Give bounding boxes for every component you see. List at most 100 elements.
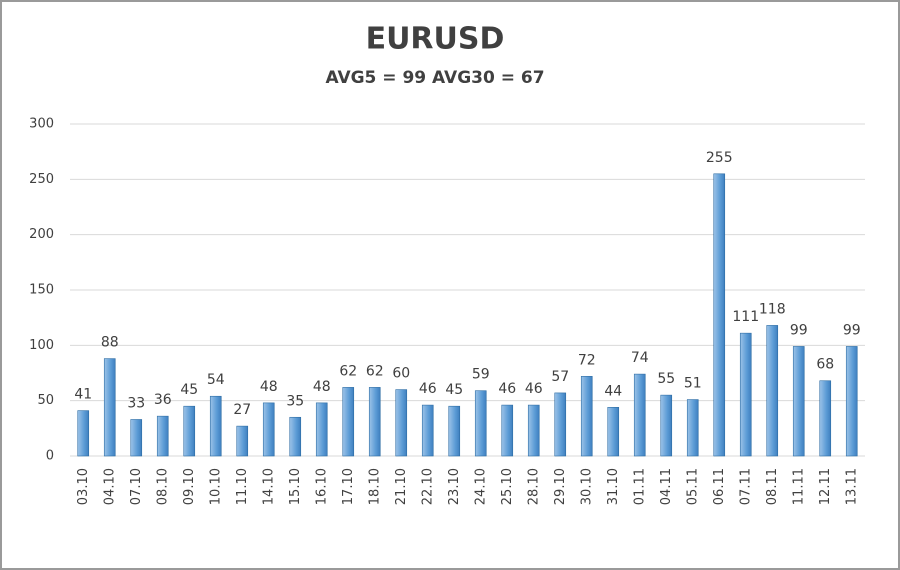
x-tick-label: 07.11 bbox=[738, 468, 753, 505]
bar bbox=[262, 402, 275, 457]
x-tick-label: 25.10 bbox=[500, 468, 515, 505]
bar bbox=[660, 394, 673, 457]
x-tick-label: 24.10 bbox=[473, 468, 488, 505]
y-tick-label: 150 bbox=[29, 283, 54, 298]
chart-subtitle: AVG5 = 99 AVG30 = 67 bbox=[325, 68, 544, 88]
chart-title: EURUSD bbox=[366, 22, 505, 57]
bar bbox=[607, 407, 620, 457]
value-label: 46 bbox=[419, 381, 437, 397]
bar bbox=[766, 325, 779, 457]
bar bbox=[183, 405, 196, 457]
bar bbox=[315, 402, 328, 457]
value-label: 62 bbox=[366, 363, 384, 379]
x-tick-label: 08.10 bbox=[155, 468, 170, 505]
value-label: 45 bbox=[445, 382, 463, 398]
value-label: 45 bbox=[180, 382, 198, 398]
bar bbox=[156, 415, 169, 457]
value-label: 255 bbox=[706, 150, 733, 166]
value-label: 60 bbox=[392, 366, 410, 382]
value-label: 36 bbox=[154, 392, 172, 408]
x-tick-label: 04.11 bbox=[659, 468, 674, 505]
bar bbox=[421, 404, 434, 457]
value-label: 41 bbox=[74, 387, 92, 403]
value-label: 46 bbox=[525, 381, 543, 397]
x-tick-label: 23.10 bbox=[447, 468, 462, 505]
bar bbox=[713, 173, 726, 457]
value-label: 55 bbox=[657, 371, 675, 387]
x-tick-label: 13.11 bbox=[844, 468, 859, 505]
value-label: 48 bbox=[260, 379, 278, 395]
value-label: 54 bbox=[207, 372, 225, 388]
x-tick-label: 30.10 bbox=[579, 468, 594, 505]
x-tick-label: 05.11 bbox=[685, 468, 700, 505]
y-tick-label: 200 bbox=[29, 227, 54, 242]
value-label: 46 bbox=[498, 381, 516, 397]
x-tick-label: 28.10 bbox=[526, 468, 541, 505]
value-label: 57 bbox=[551, 369, 569, 385]
x-tick-label: 14.10 bbox=[261, 468, 276, 505]
value-label: 68 bbox=[816, 357, 834, 373]
y-tick-label: 50 bbox=[37, 393, 54, 408]
x-tick-label: 03.10 bbox=[76, 468, 91, 505]
value-label: 27 bbox=[233, 402, 251, 418]
bar bbox=[209, 395, 222, 457]
x-tick-label: 10.10 bbox=[208, 468, 223, 505]
x-tick-label: 04.10 bbox=[102, 468, 117, 505]
bar bbox=[739, 332, 752, 457]
bar bbox=[474, 390, 487, 457]
value-label: 88 bbox=[101, 335, 119, 351]
bar bbox=[686, 399, 699, 457]
bar bbox=[236, 425, 249, 457]
value-label: 44 bbox=[604, 383, 622, 399]
x-tick-label: 17.10 bbox=[341, 468, 356, 505]
bar bbox=[527, 404, 540, 457]
y-tick-label: 0 bbox=[46, 449, 54, 464]
x-tick-label: 29.10 bbox=[553, 468, 568, 505]
x-tick-label: 01.11 bbox=[632, 468, 647, 505]
x-tick-label: 08.11 bbox=[765, 468, 780, 505]
bar bbox=[342, 387, 355, 457]
value-label: 62 bbox=[339, 363, 357, 379]
value-label: 99 bbox=[843, 322, 861, 338]
bar bbox=[103, 358, 116, 457]
value-label: 35 bbox=[286, 393, 304, 409]
bar bbox=[77, 410, 90, 457]
x-tick-label: 12.11 bbox=[818, 468, 833, 505]
bar bbox=[395, 389, 408, 457]
y-tick-label: 250 bbox=[29, 172, 54, 187]
value-label: 99 bbox=[790, 322, 808, 338]
bar bbox=[792, 346, 805, 457]
value-label: 59 bbox=[472, 367, 490, 383]
bar bbox=[368, 387, 381, 457]
value-label: 51 bbox=[684, 376, 702, 392]
bar bbox=[501, 404, 514, 457]
y-tick-label: 100 bbox=[29, 338, 54, 353]
bar bbox=[845, 346, 858, 457]
bar bbox=[289, 416, 302, 457]
x-tick-label: 16.10 bbox=[314, 468, 329, 505]
x-tick-label: 07.10 bbox=[129, 468, 144, 505]
x-tick-label: 21.10 bbox=[394, 468, 409, 505]
bar bbox=[633, 373, 646, 457]
bar bbox=[580, 376, 593, 457]
bar bbox=[130, 419, 143, 457]
x-tick-label: 18.10 bbox=[367, 468, 382, 505]
y-tick-label: 300 bbox=[29, 117, 54, 132]
x-tick-label: 11.10 bbox=[235, 468, 250, 505]
bar bbox=[819, 380, 832, 457]
x-tick-label: 31.10 bbox=[606, 468, 621, 505]
value-label: 33 bbox=[127, 395, 145, 411]
value-label: 111 bbox=[732, 309, 759, 325]
value-label: 118 bbox=[759, 301, 786, 317]
bar bbox=[448, 405, 461, 457]
x-tick-label: 22.10 bbox=[420, 468, 435, 505]
value-label: 72 bbox=[578, 352, 596, 368]
x-tick-label: 09.10 bbox=[182, 468, 197, 505]
x-tick-label: 15.10 bbox=[288, 468, 303, 505]
value-label: 48 bbox=[313, 379, 331, 395]
x-tick-label: 11.11 bbox=[791, 468, 806, 505]
x-tick-label: 06.11 bbox=[712, 468, 727, 505]
